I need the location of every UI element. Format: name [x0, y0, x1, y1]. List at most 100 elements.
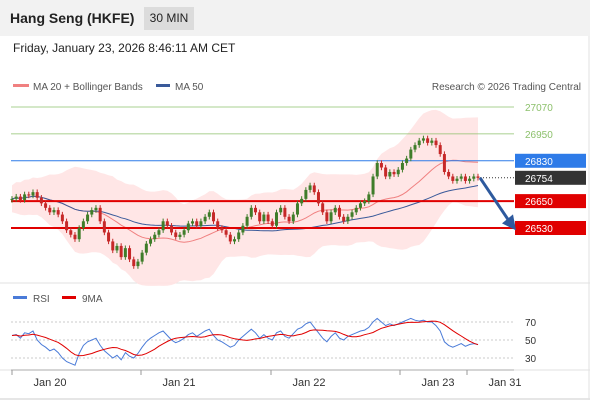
candle-body	[39, 197, 43, 204]
rsi-level-label: 50	[525, 336, 537, 347]
level-label: 26950	[525, 130, 553, 141]
candle-body	[153, 234, 157, 240]
candle-body	[413, 145, 417, 150]
forecast-arrow	[478, 176, 516, 231]
candle-body	[329, 212, 333, 222]
candle-body	[358, 203, 362, 208]
candle-body	[447, 171, 451, 177]
candle-body	[295, 203, 299, 215]
candle-body	[266, 214, 270, 222]
candle-body	[23, 194, 27, 200]
ma20-legend-swatch	[13, 84, 29, 87]
candle-body	[434, 140, 438, 146]
candle-body	[421, 138, 425, 141]
candle-body	[224, 230, 228, 235]
level-label-box	[515, 194, 586, 209]
candle-body	[140, 252, 144, 262]
forecast-arrow-shaft	[478, 176, 512, 224]
candle-body	[270, 221, 274, 226]
bollinger-bands	[12, 109, 478, 286]
ma50-legend-swatch	[156, 84, 170, 87]
candle-body	[396, 169, 400, 175]
candle-body	[438, 145, 442, 155]
candle-body	[81, 221, 85, 228]
candle-body	[249, 207, 253, 217]
level-label: 27070	[525, 103, 553, 114]
candle-body	[304, 189, 308, 199]
candle-body	[111, 241, 115, 251]
chart-header: Hang Seng (HKFE) 30 MIN	[0, 0, 590, 36]
candle-body	[312, 185, 316, 193]
candle-body	[60, 214, 64, 222]
candle-body	[220, 228, 224, 231]
candle-body	[375, 163, 379, 177]
candle-body	[300, 198, 304, 204]
rsi-legend-label: RSI	[33, 294, 50, 305]
candle-body	[237, 232, 241, 240]
candle-body	[107, 232, 111, 242]
candle-body	[321, 203, 325, 213]
candle-body	[115, 245, 119, 251]
candle-body	[363, 201, 367, 204]
rsi-level-label: 70	[525, 318, 537, 329]
candle-body	[287, 216, 291, 222]
candle-body	[463, 176, 467, 181]
level-label-box	[515, 170, 586, 185]
candle-body	[98, 207, 102, 222]
candle-body	[459, 176, 463, 179]
candle-body	[119, 245, 123, 258]
candle-body	[392, 171, 396, 175]
candle-body	[258, 212, 262, 222]
candle-body	[476, 176, 480, 178]
candle-body	[90, 210, 94, 215]
candle-body	[149, 239, 153, 244]
rsi-line	[11, 317, 479, 366]
candle-body	[216, 221, 220, 228]
candle-body	[325, 212, 329, 222]
candle-body	[86, 214, 90, 222]
candle-body	[371, 176, 375, 195]
ma50-legend-label: MA 50	[175, 82, 204, 93]
candle-body	[27, 194, 31, 196]
candle-body	[170, 225, 174, 233]
candle-body	[203, 216, 207, 222]
interval-button[interactable]: 30 MIN	[144, 7, 194, 30]
level-label-box	[515, 153, 586, 168]
candle-body	[165, 221, 169, 226]
candle-body	[178, 234, 182, 237]
candle-body	[241, 225, 245, 233]
candle-body	[262, 214, 266, 222]
candle-body	[207, 212, 211, 217]
candle-body	[157, 230, 161, 235]
level-label: 26754	[525, 174, 553, 185]
candle-body	[468, 178, 472, 181]
candle-body	[228, 234, 232, 242]
candle-body	[333, 207, 337, 213]
candle-body	[48, 207, 52, 213]
candle-body	[337, 207, 341, 217]
level-label: 26830	[525, 157, 553, 168]
time-tick-label: Jan 31	[488, 377, 521, 389]
candle-body	[342, 216, 346, 222]
candle-body	[73, 234, 77, 240]
candle-body	[182, 230, 186, 235]
candle-body	[379, 163, 383, 168]
candle-body	[174, 232, 178, 237]
candle-body	[430, 140, 434, 143]
instrument-title: Hang Seng (HKFE)	[10, 10, 135, 26]
candle-body	[245, 216, 249, 226]
candle-body	[132, 259, 136, 267]
level-label: 26530	[525, 224, 553, 235]
candle-body	[279, 207, 283, 213]
price-levels: 27070 26950 26830 26754 26650 26530	[11, 103, 586, 235]
candle-body	[442, 154, 446, 172]
time-tick-label: Jan 20	[33, 377, 66, 389]
level-label: 26650	[525, 197, 553, 208]
candle-body	[316, 192, 320, 204]
ma50-line	[11, 185, 479, 232]
candle-body	[354, 207, 358, 213]
ma20-legend-label: MA 20 + Bollinger Bands	[33, 82, 143, 93]
candle-body	[35, 192, 39, 198]
candle-body	[44, 203, 48, 208]
